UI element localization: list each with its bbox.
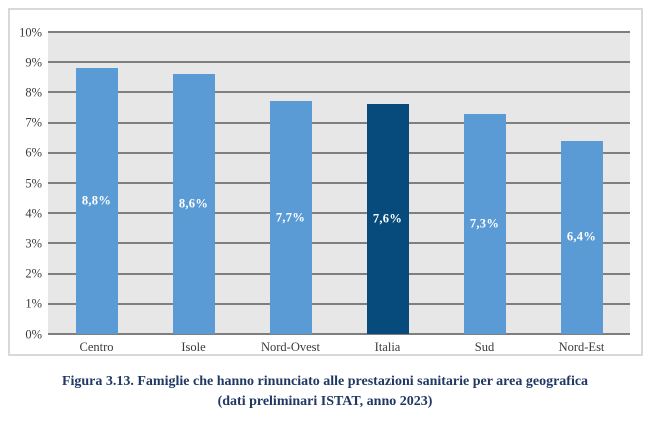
bar-value-label-italia: 7,6% (372, 211, 403, 226)
x-tick-label-nord-ovest: Nord-Ovest (260, 340, 320, 354)
y-tick-label-9%: 9% (25, 54, 42, 69)
bar-slot-nord-est: 6,4% (533, 32, 630, 334)
gridline-8% (48, 91, 630, 94)
y-axis: 0% 1% 2% 3% 4% 5% 6% 7% 8% 9% 10% (10, 26, 42, 340)
caption-line-2: (dati preliminari ISTAT, anno 2023) (217, 394, 433, 409)
bar-slot-sud: 7,3% (436, 32, 533, 334)
x-tick-label-isole: Isole (181, 340, 206, 354)
y-tick-label-10%: 10% (19, 24, 42, 39)
y-tick-label-3%: 3% (25, 236, 42, 251)
y-tick-label-6%: 6% (25, 145, 42, 160)
bar-italia: 7,6% (366, 104, 409, 334)
y-tick-label-8%: 8% (25, 85, 42, 100)
x-tick-label-sud: Sud (474, 340, 495, 354)
y-tick-label-0%: 0% (25, 326, 42, 341)
plot-area: 8,8% 8,6% 7,7% 7,6% 7,3% 6,4% (48, 31, 630, 335)
gridline-7% (48, 121, 630, 124)
bar-sud: 7,3% (463, 113, 506, 334)
x-axis: Centro Isole Nord-Ovest Italia Sud Nord-Est (48, 340, 630, 358)
x-tick-label-centro: Centro (79, 340, 114, 354)
figure-caption: Figura 3.13. Famiglie che hanno rinuncia… (0, 372, 650, 412)
bar-value-label-nord-est: 6,4% (566, 229, 597, 244)
bar-nord-ovest: 7,7% (269, 101, 312, 334)
caption-line-1: Figura 3.13. Famiglie che hanno rinuncia… (61, 374, 589, 389)
gridline-10% (48, 31, 630, 33)
gridline-5% (48, 182, 630, 184)
gridline-4% (48, 212, 630, 215)
bar-value-label-nord-ovest: 7,7% (275, 210, 306, 225)
bar-value-label-sud: 7,3% (469, 216, 500, 231)
bar-isole: 8,6% (172, 74, 215, 334)
y-tick-label-5%: 5% (25, 175, 42, 190)
gridline-1% (48, 302, 630, 305)
gridline-6% (48, 151, 630, 154)
chart-container: 0% 1% 2% 3% 4% 5% 6% 7% 8% 9% 10% 8,8% 8,6% 7,7% 7,6%… (8, 8, 643, 356)
bar-nord-est: 6,4% (560, 140, 603, 334)
gridline-9% (48, 61, 630, 64)
bar-slot-nord-ovest: 7,7% (242, 32, 339, 334)
bar-value-label-isole: 8,6% (178, 196, 209, 211)
y-tick-label-7%: 7% (25, 115, 42, 130)
bar-slot-italia: 7,6% (339, 32, 436, 334)
bar-slot-centro: 8,8% (48, 32, 145, 334)
gridline-0% (48, 333, 630, 335)
bar-slot-isole: 8,6% (145, 32, 242, 334)
gridline-3% (48, 242, 630, 245)
y-tick-label-4%: 4% (25, 205, 42, 220)
bar-series: 8,8% 8,6% 7,7% 7,6% 7,3% 6,4% (48, 32, 630, 334)
y-tick-label-2%: 2% (25, 266, 42, 281)
bar-value-label-centro: 8,8% (81, 193, 112, 208)
x-tick-label-nord-est: Nord-Est (558, 340, 605, 354)
y-tick-label-1%: 1% (25, 296, 42, 311)
bar-centro: 8,8% (75, 68, 118, 334)
x-tick-label-italia: Italia (374, 340, 401, 354)
gridline-2% (48, 272, 630, 275)
